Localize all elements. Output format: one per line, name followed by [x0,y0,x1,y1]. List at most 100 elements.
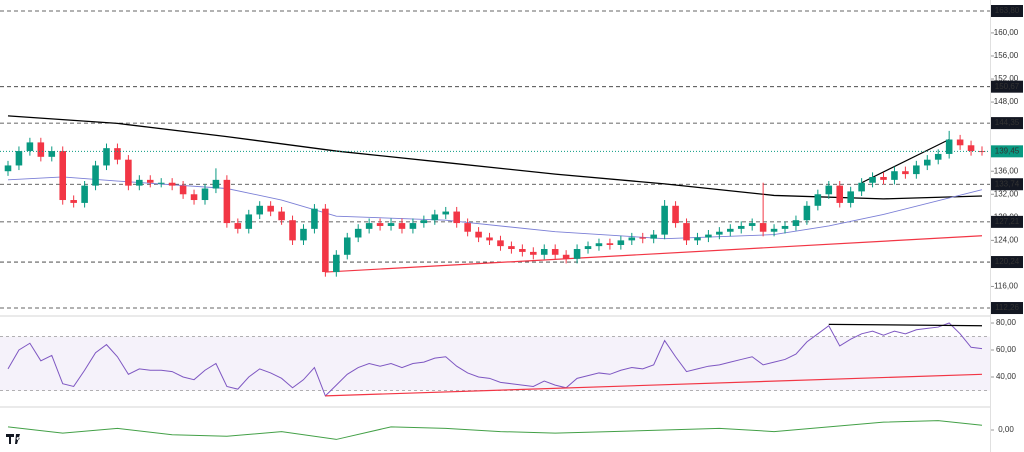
candle-body [540,249,548,255]
candle-body [70,200,77,203]
y-tick-label: 156,00 [994,51,1019,60]
candle-body [945,139,953,154]
candle-body [146,179,154,183]
candle-body [639,237,647,239]
logo [6,434,20,444]
rsi-tick-label: 80,00 [996,318,1017,327]
candle-body [409,223,417,229]
candle-body [376,223,384,226]
candle-body [748,223,756,226]
candle-body [300,228,307,241]
candle-body [836,185,844,203]
candle-body [595,243,603,247]
candle-body [442,211,450,215]
candle-body [716,231,723,235]
level-label-box [991,256,1023,269]
candle-body [475,231,482,238]
candle-body [4,165,12,172]
candle-body [114,148,121,160]
candle-body [453,211,460,224]
candle-body [573,249,581,259]
rsi-trendline [325,373,983,397]
candle-body [628,237,636,241]
trendline [861,138,950,184]
candle-body [781,225,789,229]
candle-body [683,223,690,241]
candle-body [365,223,373,229]
trendline [325,235,983,273]
rsi-trendline [828,323,983,327]
candle-body [168,182,176,186]
candle-body [814,194,822,206]
candle-body [212,179,220,189]
level-label: 120,24 [995,257,1020,266]
rsi-band [0,336,990,391]
y-tick-label: 160,00 [994,28,1019,37]
candle-body [934,153,942,160]
candle-body [234,223,242,229]
rsi-tick-label: 60,00 [996,345,1017,354]
candle-body [891,171,898,180]
candle-body [880,176,887,180]
candle-body [333,254,340,273]
candle-body [322,208,329,273]
candle-body [869,176,876,183]
candle-body [464,223,471,232]
y-tick-label: 132,00 [994,189,1019,198]
candle-body [59,151,67,201]
candle-body [245,214,253,229]
candle-body [223,179,231,224]
level-label-box [991,117,1023,130]
candle-body [792,220,800,226]
candle-body [81,185,88,203]
last-price-label: 139,45 [995,146,1020,155]
candle-body [311,208,318,229]
candle-body [584,246,592,250]
last-price-box [991,145,1023,158]
y-tick-label: 148,00 [994,97,1019,106]
candle-body [727,228,734,232]
level-label-box [991,80,1023,93]
candle-body [15,151,23,166]
candle-body [562,254,570,259]
candle-body [136,179,143,186]
candle-body [37,142,45,157]
candle-body [125,159,132,186]
candle-body [343,237,351,255]
candle-body [902,171,909,175]
candle-body [157,182,165,184]
level-label: 144,35 [995,118,1020,127]
level-label-box [991,178,1023,191]
y-tick-label: 124,00 [994,235,1019,244]
candle-body [26,142,34,152]
candle-body [803,205,811,221]
level-label-box [991,215,1023,228]
candle-body [190,194,198,201]
candle-body [913,165,920,175]
candle-body [705,234,712,238]
candle-body [420,220,428,224]
candle-body [486,237,493,241]
level-label: 133,74 [995,179,1020,188]
candle-body [289,220,296,241]
candle-body [256,205,263,215]
candle-body [179,185,187,195]
y-tick-label: 152,00 [994,74,1019,83]
moving-average [7,176,983,240]
candle-body [398,223,406,229]
candle-body [770,228,778,232]
level-label-box [991,5,1023,18]
candle-body [530,251,537,255]
candle-body [267,205,274,212]
candle-body [431,214,439,221]
candle-body [923,159,931,166]
momentum-tick-label: 0,00 [998,425,1014,434]
candle-body [48,151,56,157]
candle-body [956,139,964,146]
level-label: 163,80 [995,6,1020,15]
y-tick-label: 136,00 [994,166,1019,175]
rsi-line [7,322,983,397]
candle-body [606,243,614,245]
